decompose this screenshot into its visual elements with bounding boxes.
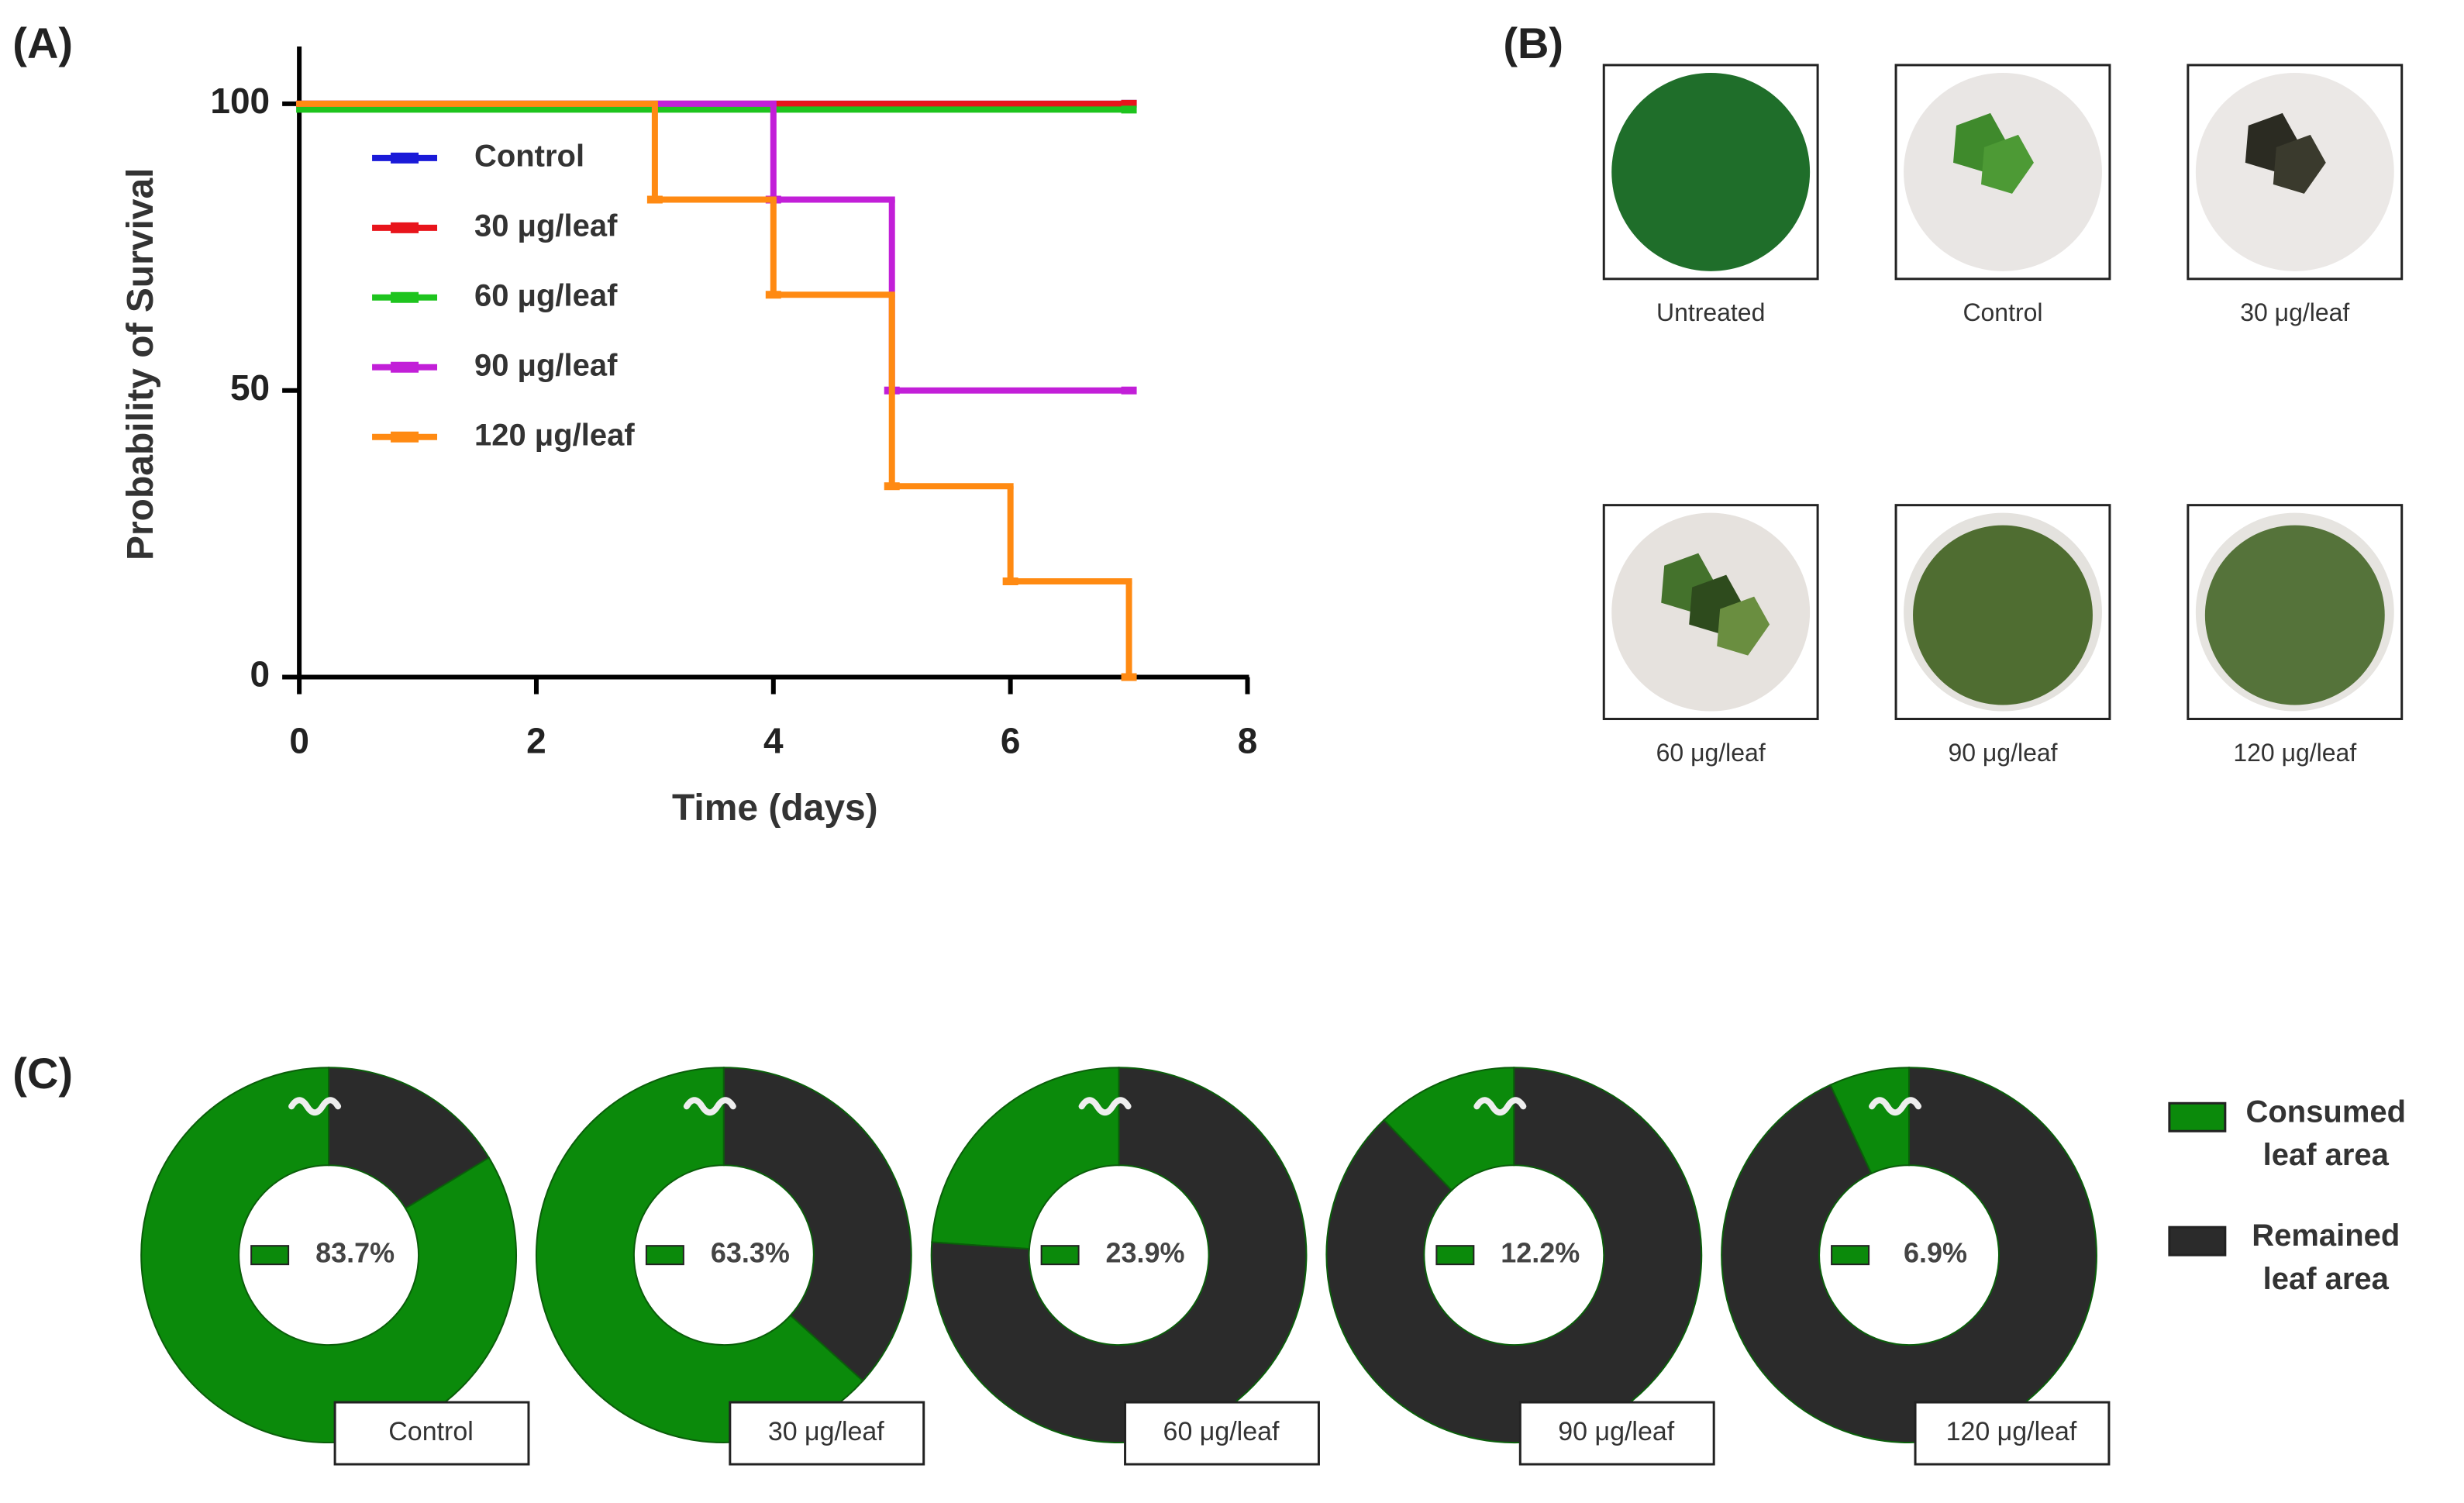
photo-label: 120 μg/leaf <box>2233 739 2356 767</box>
leaf-fragment <box>2273 134 2326 194</box>
label-swatch <box>645 1245 684 1266</box>
legend-label: 60 μg/leaf <box>474 278 618 312</box>
photo-label: 30 μg/leaf <box>2240 298 2349 326</box>
leaf-fragment <box>1981 134 2034 194</box>
panel-label: (C) <box>12 1049 73 1098</box>
donut-title: 120 μg/leaf <box>1946 1417 2077 1446</box>
title-box <box>333 1401 530 1466</box>
x-tick-label: 2 <box>526 721 546 761</box>
worm-icon <box>1869 1097 1922 1116</box>
y-tick-label: 50 <box>230 367 270 408</box>
y-tick-label: 0 <box>250 654 271 695</box>
value-label: 83.7% <box>315 1237 395 1269</box>
value-label: 63.3% <box>711 1237 790 1269</box>
leaf-fragment <box>1717 596 1770 656</box>
legend-label: 30 μg/leaf <box>474 209 618 243</box>
worm-icon <box>1473 1097 1527 1116</box>
x-tick-label: 6 <box>1001 721 1021 761</box>
panel-label: (B) <box>1503 19 1563 67</box>
donut-slice <box>536 1067 864 1444</box>
worm-icon <box>683 1097 736 1116</box>
legend-label: 120 μg/leaf <box>474 418 635 452</box>
legend-swatch <box>2168 1225 2227 1257</box>
donut-title: 60 μg/leaf <box>1163 1417 1280 1446</box>
legend-text-box: Remained leaf area <box>2252 1219 2400 1298</box>
legend-label: Consumed leaf area <box>2245 1095 2407 1174</box>
legend-label: Control <box>474 139 584 173</box>
label-swatch <box>250 1245 290 1266</box>
donut-title: 30 μg/leaf <box>768 1417 884 1446</box>
photo-label: Control <box>1963 298 2042 326</box>
label-swatch <box>1435 1245 1475 1266</box>
legend-label: Remained leaf area <box>2252 1219 2400 1298</box>
title-box <box>1518 1401 1715 1466</box>
donut-slice <box>328 1067 491 1210</box>
x-axis-label: Time (days) <box>672 788 878 829</box>
worm-icon <box>288 1097 342 1116</box>
leaf <box>2204 525 2385 705</box>
x-tick-label: 0 <box>289 721 309 761</box>
photo-label: Untreated <box>1656 298 1765 326</box>
photo-label: 60 μg/leaf <box>1656 739 1766 767</box>
panel-label: (A) <box>12 19 73 67</box>
title-box <box>1124 1401 1320 1466</box>
worm-icon <box>1078 1097 1132 1116</box>
leaf <box>1913 525 2093 705</box>
title-box <box>729 1401 925 1466</box>
donut-slice <box>722 1067 912 1382</box>
y-axis-label: Probability of Survival <box>120 168 161 560</box>
title-box <box>1914 1401 2111 1466</box>
leaf-disc <box>1611 72 1811 271</box>
donut-title: Control <box>388 1417 474 1446</box>
donut-slice <box>931 1067 1120 1250</box>
legend-label: 90 μg/leaf <box>474 348 618 382</box>
donut-slice <box>1325 1067 1703 1443</box>
value-label: 23.9% <box>1106 1237 1185 1269</box>
label-swatch <box>1831 1245 1870 1266</box>
y-tick-label: 100 <box>210 81 270 121</box>
x-tick-label: 4 <box>763 721 784 761</box>
donut-slice <box>1721 1067 2097 1444</box>
photo-label: 90 μg/leaf <box>1948 739 2057 767</box>
legend-swatch <box>2168 1101 2227 1132</box>
value-label: 6.9% <box>1904 1237 1967 1269</box>
legend-text-box: Consumed leaf area <box>2245 1095 2407 1174</box>
donut-title: 90 μg/leaf <box>1558 1417 1674 1446</box>
value-label: 12.2% <box>1501 1237 1580 1269</box>
label-swatch <box>1040 1245 1080 1266</box>
x-tick-label: 8 <box>1238 721 1258 761</box>
donut-slice <box>930 1067 1308 1444</box>
